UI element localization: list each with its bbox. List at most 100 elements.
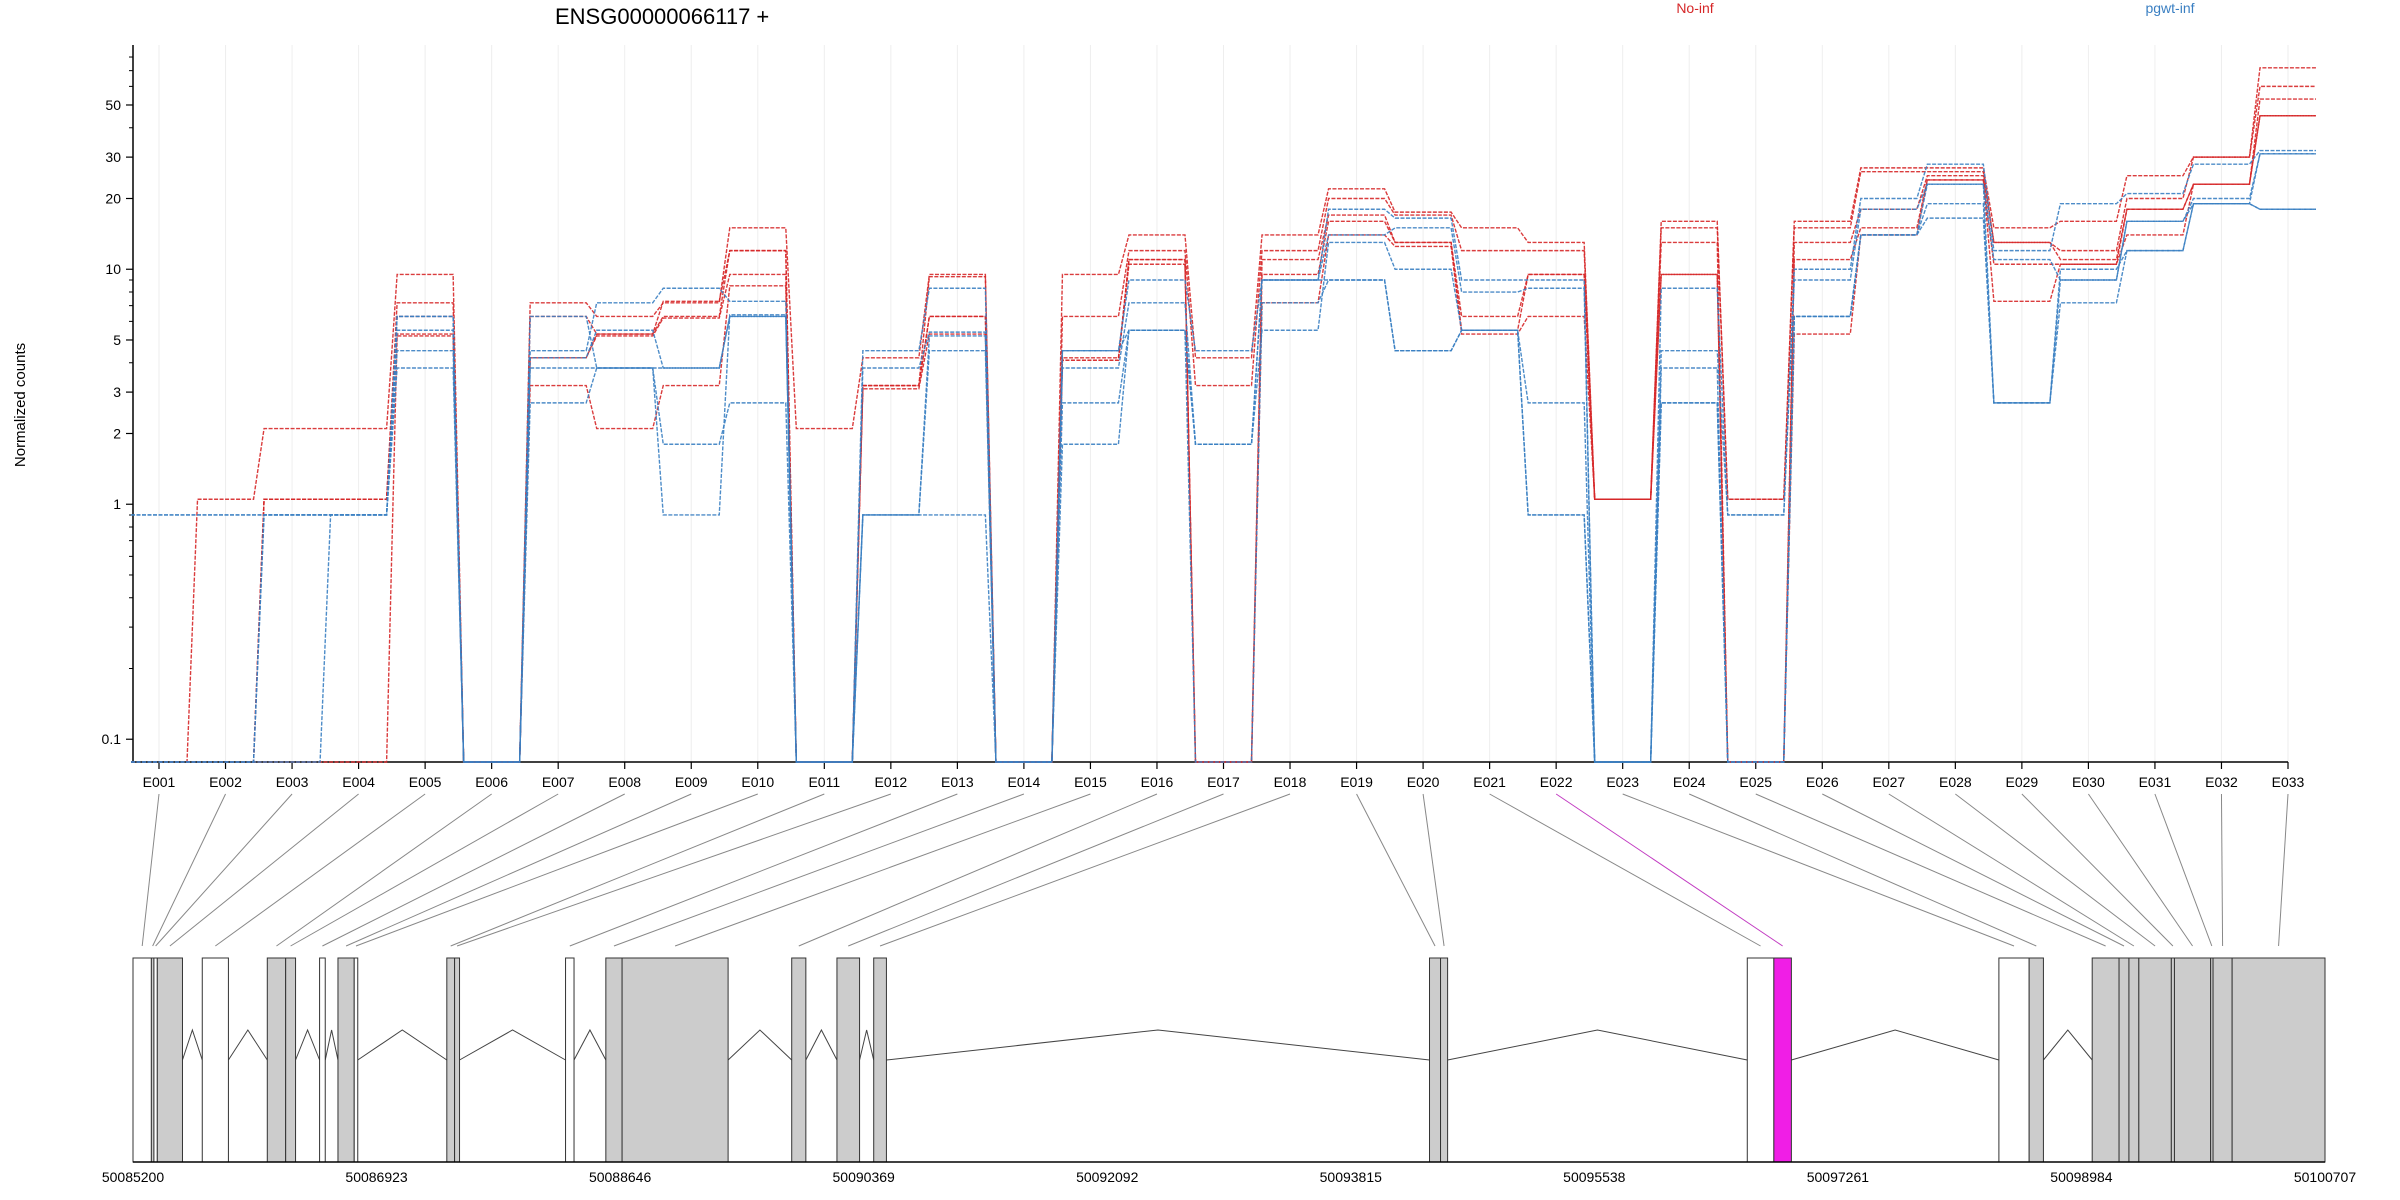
genome-tick-label: 50085200 [102, 1169, 165, 1185]
x-tick-label: E021 [1473, 774, 1506, 790]
connector-E009 [345, 793, 692, 947]
x-tick-label: E005 [409, 774, 442, 790]
x-tick-label: E026 [1806, 774, 1839, 790]
exon-box-E004 [156, 957, 183, 1163]
x-tick-label: E007 [542, 774, 575, 790]
series-line-9 [131, 153, 2316, 763]
exon-box-E025 [2091, 957, 2120, 1163]
intron-line [805, 1028, 838, 1061]
x-tick-label: E032 [2205, 774, 2238, 790]
exon-box-E003 [153, 957, 158, 1163]
exon-box-E023 [1998, 957, 2030, 1163]
exon-box-E017 [836, 957, 861, 1163]
connector-E010 [355, 793, 758, 947]
exon-box-E013 [565, 957, 575, 1163]
x-tick-label: E008 [608, 774, 641, 790]
y-tick-label: 1 [113, 496, 121, 512]
exon-box-E009 [337, 957, 355, 1163]
x-tick-label: E028 [1939, 774, 1972, 790]
connector-E021 [1489, 793, 1761, 947]
connector-E023 [1622, 793, 2015, 947]
exon-box-E015 [621, 957, 729, 1163]
intron-line [181, 1028, 203, 1061]
connector-E011 [450, 793, 825, 947]
x-tick-label: E029 [2006, 774, 2039, 790]
connector-E030 [2087, 793, 2193, 947]
x-tick-label: E025 [1739, 774, 1772, 790]
x-tick-label: E031 [2139, 774, 2172, 790]
connector-E013 [569, 793, 958, 947]
y-axis-label: Normalized counts [12, 343, 29, 467]
exon-box-E018 [873, 957, 887, 1163]
connector-E032 [2220, 793, 2224, 947]
connector-E015 [674, 793, 1091, 947]
connector-E016 [798, 793, 1158, 947]
connector-E025 [1755, 793, 2106, 947]
exon-box-E010 [353, 957, 359, 1163]
exon-box-E008 [319, 957, 326, 1163]
x-tick-label: E033 [2272, 774, 2305, 790]
connector-E024 [1689, 793, 2037, 947]
intron-line [859, 1029, 875, 1061]
connector-E027 [1888, 793, 2135, 947]
connector-E012 [456, 793, 892, 947]
exon-box-E012 [454, 957, 461, 1163]
intron-line [227, 1029, 268, 1061]
chart-title: ENSG00000066117 + [555, 4, 769, 29]
exon-box-E021 [1746, 957, 1775, 1163]
y-tick-label: 3 [113, 384, 121, 400]
exon-box-E019 [1429, 957, 1442, 1163]
intron-line [573, 1028, 607, 1061]
connector-E029 [2021, 793, 2174, 947]
x-tick-label: E027 [1872, 774, 1905, 790]
series-line-0 [131, 67, 2316, 763]
connector-E001 [141, 793, 160, 947]
gene-model: 50085200 50086923 50088646 50090369 50092092… [102, 957, 2357, 1185]
exon-box-E011 [446, 957, 456, 1163]
x-tick-label: E024 [1673, 774, 1706, 790]
intron-line [1791, 1029, 2000, 1061]
series-line-3 [131, 115, 2316, 763]
x-tick-label: E019 [1340, 774, 1373, 790]
exon-box-E030 [2173, 957, 2212, 1163]
connector-E017 [848, 793, 1224, 947]
y-tick-label: 5 [113, 332, 121, 348]
intron-line [886, 1029, 1430, 1061]
y-tick-label: 0.1 [102, 731, 122, 747]
connector-E033 [2278, 793, 2289, 947]
connector-E005 [215, 793, 426, 947]
connector-E028 [1955, 793, 2156, 947]
x-tick-label: E002 [209, 774, 242, 790]
connector-E019 [1356, 793, 1436, 947]
genome-tick-label: 50088646 [589, 1169, 652, 1185]
intron-line [1447, 1029, 1748, 1061]
exon-connectors [141, 793, 2289, 947]
y-tick-label: 30 [105, 149, 121, 165]
y-tick-label: 2 [113, 425, 121, 441]
exon-box-E022 [1773, 957, 1792, 1163]
legend-entry-no-inf: No-inf [1676, 0, 1713, 16]
plot-area: 0.1 1 2 3 5 10 20 30 50 E001 E002 E003 E004 E005 E006 E… [102, 45, 2316, 790]
connector-E026 [1822, 793, 2125, 947]
legend-entry-pgwt-inf: pgwt-inf [2145, 0, 2194, 16]
genome-tick-label: 50095538 [1563, 1169, 1626, 1185]
connector-E018 [879, 793, 1291, 947]
y-tick-label: 20 [105, 191, 121, 207]
connector-E031 [2154, 793, 2213, 947]
x-tick-label: E004 [342, 774, 375, 790]
exon-box-E005 [201, 957, 229, 1163]
x-tick-label: E012 [874, 774, 907, 790]
genome-tick-label: 50092092 [1076, 1169, 1139, 1185]
connector-E022 [1555, 793, 1783, 947]
exon-box-E027 [2128, 957, 2140, 1163]
x-tick-label: E010 [741, 774, 774, 790]
connector-E020 [1422, 793, 1445, 947]
x-tick-label: E015 [1074, 774, 1107, 790]
exon-box-E006 [266, 957, 287, 1163]
genome-tick-label: 50100707 [2294, 1169, 2357, 1185]
intron-line [324, 1029, 339, 1061]
x-tick-label: E001 [143, 774, 176, 790]
x-tick-label: E009 [675, 774, 708, 790]
exon-box-E001 [132, 957, 152, 1163]
